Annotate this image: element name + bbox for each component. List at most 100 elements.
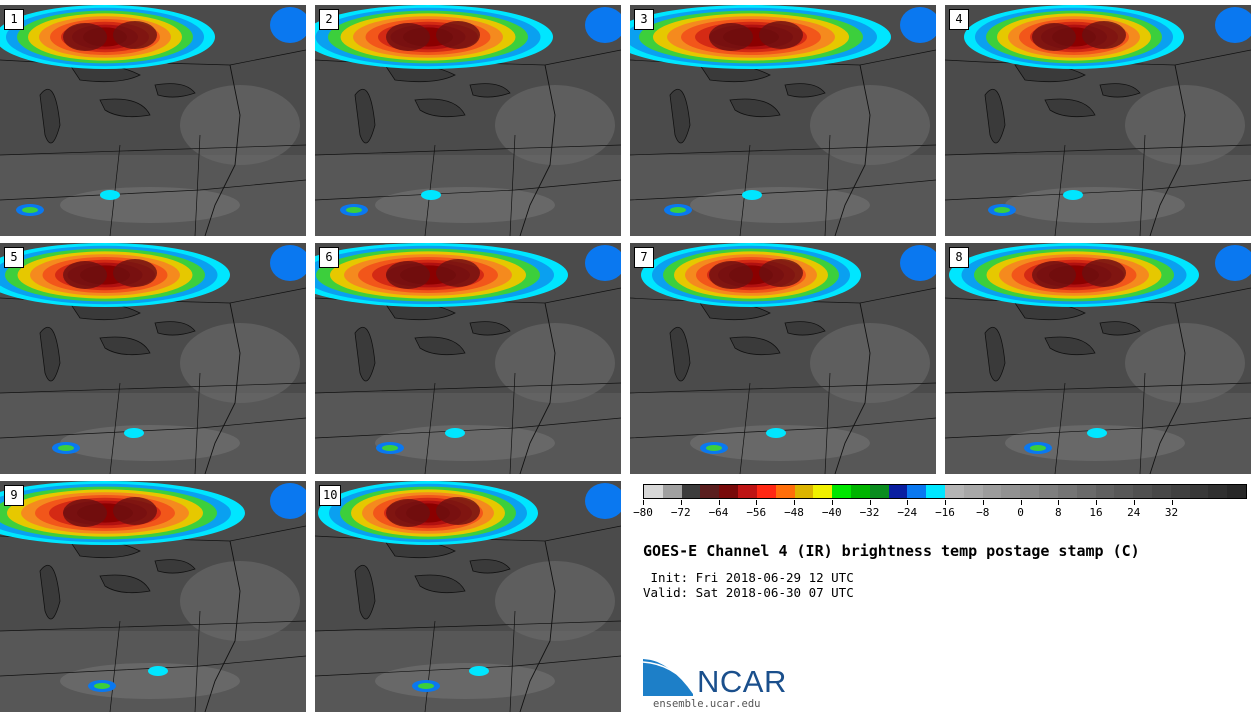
satellite-map-image: [945, 5, 1251, 236]
colorbar-swatch: [1170, 485, 1190, 498]
colorbar-tick: [1020, 500, 1022, 505]
satellite-map-image: [315, 243, 621, 474]
init-time: Init: Fri 2018-06-29 12 UTC: [643, 570, 854, 585]
forecast-panel-1: 1: [0, 5, 306, 236]
colorbar-tick-label: −48: [784, 506, 804, 519]
ncar-logo-text: NCAR: [697, 664, 787, 699]
colorbar-swatch: [832, 485, 851, 498]
colorbar-swatch: [850, 485, 870, 498]
colorbar-swatch: [794, 485, 814, 498]
colorbar-tick: [907, 500, 909, 505]
colorbar-swatch: [775, 485, 795, 498]
panel-number: 2: [319, 9, 339, 30]
panel-number: 10: [319, 485, 342, 506]
colorbar-swatch: [1001, 485, 1021, 498]
panel-number: 9: [4, 485, 24, 506]
colorbar-tick-label: −56: [746, 506, 767, 519]
colorbar-swatch: [1020, 485, 1040, 498]
colorbar-swatch: [1133, 485, 1152, 498]
colorbar-tick: [869, 500, 871, 505]
ncar-logo-icon: [643, 657, 694, 696]
satellite-map-image: [0, 5, 306, 236]
colorbar-swatch: [813, 485, 833, 498]
colorbar-tick-label: −24: [897, 506, 918, 519]
panel-number: 5: [4, 247, 24, 268]
panel-number: 4: [949, 9, 969, 30]
colorbar-swatch: [945, 485, 964, 498]
colorbar-tick: [643, 500, 644, 505]
forecast-panel-5: 5: [0, 243, 306, 474]
colorbar-swatch: [1057, 485, 1077, 498]
colorbar-tick-label: 24: [1127, 506, 1141, 519]
colorbar-ticks: −80 −72 −64 −56 −48 −40 −32 −24 −16 −8 0 8 16 24 32: [633, 500, 1247, 522]
colorbar-swatch: [1114, 485, 1134, 498]
satellite-map-image: [0, 481, 306, 712]
colorbar-tick: [680, 500, 682, 505]
forecast-panel-9: 9: [0, 481, 306, 712]
colorbar-swatch: [1076, 485, 1096, 498]
colorbar-tick-label: −16: [935, 506, 955, 519]
colorbar-swatch: [756, 485, 776, 498]
colorbar-swatch: [719, 485, 739, 498]
page-title: GOES-E Channel 4 (IR) brightness temp po…: [643, 542, 1140, 560]
forecast-panel-7: 7: [630, 243, 936, 474]
colorbar-swatch: [662, 485, 682, 498]
colorbar-swatch: [1095, 485, 1115, 498]
satellite-map-image: [0, 243, 306, 474]
colorbar-swatch: [888, 485, 908, 498]
colorbar-swatch: [982, 485, 1002, 498]
colorbar-tick-label: −80: [633, 506, 653, 519]
colorbar-swatch: [1208, 485, 1228, 498]
footer-url[interactable]: ensemble.ucar.edu: [653, 698, 761, 710]
temperature-colorbar: [643, 484, 1247, 499]
forecast-panel-2: 2: [315, 5, 621, 236]
forecast-panel-4: 4: [945, 5, 1251, 236]
colorbar-swatch: [1189, 485, 1209, 498]
colorbar-swatch: [869, 485, 889, 498]
colorbar-tick: [982, 500, 984, 505]
colorbar-tick-label: 0: [1017, 506, 1024, 519]
colorbar-swatch: [1151, 485, 1171, 498]
panel-number: 3: [634, 9, 654, 30]
valid-time: Valid: Sat 2018-06-30 07 UTC: [643, 585, 854, 600]
forecast-panel-8: 8: [945, 243, 1251, 474]
panel-number: 8: [949, 247, 969, 268]
colorbar-tick-label: −40: [821, 506, 842, 519]
satellite-map-image: [315, 481, 621, 712]
colorbar-swatch: [926, 485, 945, 498]
forecast-panel-10: 10: [315, 481, 621, 712]
colorbar-tick: [1058, 500, 1060, 505]
colorbar-tick: [1171, 500, 1173, 505]
panel-number: 1: [4, 9, 24, 30]
colorbar-swatch: [738, 485, 757, 498]
satellite-map-image: [630, 243, 936, 474]
colorbar-tick-label: 8: [1054, 506, 1062, 519]
colorbar-tick: [1096, 500, 1097, 505]
colorbar-swatch: [1039, 485, 1058, 498]
colorbar-tick-label: −8: [976, 506, 990, 519]
satellite-map-image: [630, 5, 936, 236]
colorbar-swatch: [681, 485, 701, 498]
colorbar-swatch: [963, 485, 983, 498]
colorbar-tick: [794, 500, 795, 505]
satellite-map-image: [315, 5, 621, 236]
colorbar-tick-label: 16: [1089, 506, 1103, 519]
satellite-map-image: [945, 243, 1251, 474]
colorbar-tick: [1133, 500, 1135, 505]
colorbar-tick: [756, 500, 758, 505]
colorbar-swatch: [700, 485, 720, 498]
panel-number: 7: [634, 247, 654, 268]
colorbar-tick-label: 32: [1164, 506, 1179, 519]
colorbar-tick-label: −64: [708, 506, 729, 519]
colorbar-tick: [831, 500, 833, 505]
colorbar-swatch: [907, 485, 927, 498]
colorbar-tick: [945, 500, 946, 505]
colorbar-tick-label: −72: [670, 506, 691, 519]
colorbar-swatch: [1227, 485, 1246, 498]
forecast-panel-6: 6: [315, 243, 621, 474]
panel-number: 6: [319, 247, 339, 268]
colorbar-tick: [718, 500, 720, 505]
colorbar-tick-label: −32: [859, 506, 880, 519]
colorbar-swatch: [644, 485, 663, 498]
forecast-panel-3: 3: [630, 5, 936, 236]
